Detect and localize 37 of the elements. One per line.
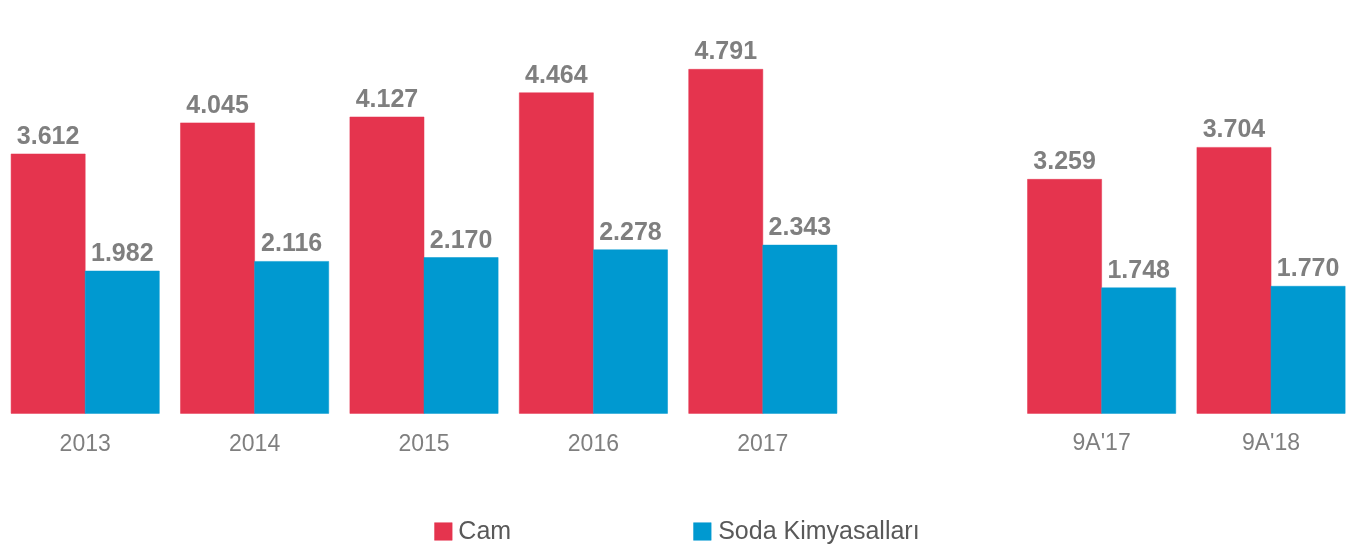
data-label: 1.770 xyxy=(1276,253,1340,282)
bar xyxy=(84,270,160,414)
bar xyxy=(254,261,329,414)
data-label: 3.259 xyxy=(1033,146,1096,175)
x-tick-label: 2016 xyxy=(567,429,619,456)
x-tick-label: 2015 xyxy=(398,429,450,456)
bar xyxy=(519,92,594,414)
data-label: 4.127 xyxy=(355,84,419,112)
x-tick-label: 9A'18 xyxy=(1241,429,1301,456)
bar xyxy=(423,257,499,414)
data-label: 1.982 xyxy=(90,238,154,267)
data-label: 4.045 xyxy=(186,89,249,118)
data-label: 3.612 xyxy=(16,120,80,149)
bar xyxy=(10,153,86,414)
legend-label: Cam xyxy=(458,516,512,545)
x-tick-label: 2014 xyxy=(229,429,281,456)
x-tick-label: 2017 xyxy=(737,429,789,456)
bar xyxy=(1101,287,1176,414)
data-label: 2.116 xyxy=(261,228,323,257)
data-label: 3.704 xyxy=(1202,114,1266,143)
bar xyxy=(688,69,764,414)
bar xyxy=(593,249,668,414)
bar xyxy=(180,122,255,414)
x-tick-label: 9A'17 xyxy=(1072,429,1131,456)
x-tick-label: 2013 xyxy=(59,429,111,456)
bar xyxy=(1027,179,1102,414)
bar xyxy=(1196,147,1272,414)
data-label: 1.748 xyxy=(1107,254,1171,283)
data-label: 2.343 xyxy=(768,212,832,241)
bar xyxy=(762,244,838,414)
data-label: 4.464 xyxy=(525,59,588,88)
data-label: 4.791 xyxy=(694,36,758,65)
data-label: 2.278 xyxy=(599,216,662,245)
legend-label: Soda Kimyasalları xyxy=(718,516,920,545)
data-label: 2.170 xyxy=(429,224,493,253)
bar xyxy=(349,116,425,414)
bar xyxy=(1270,286,1346,414)
